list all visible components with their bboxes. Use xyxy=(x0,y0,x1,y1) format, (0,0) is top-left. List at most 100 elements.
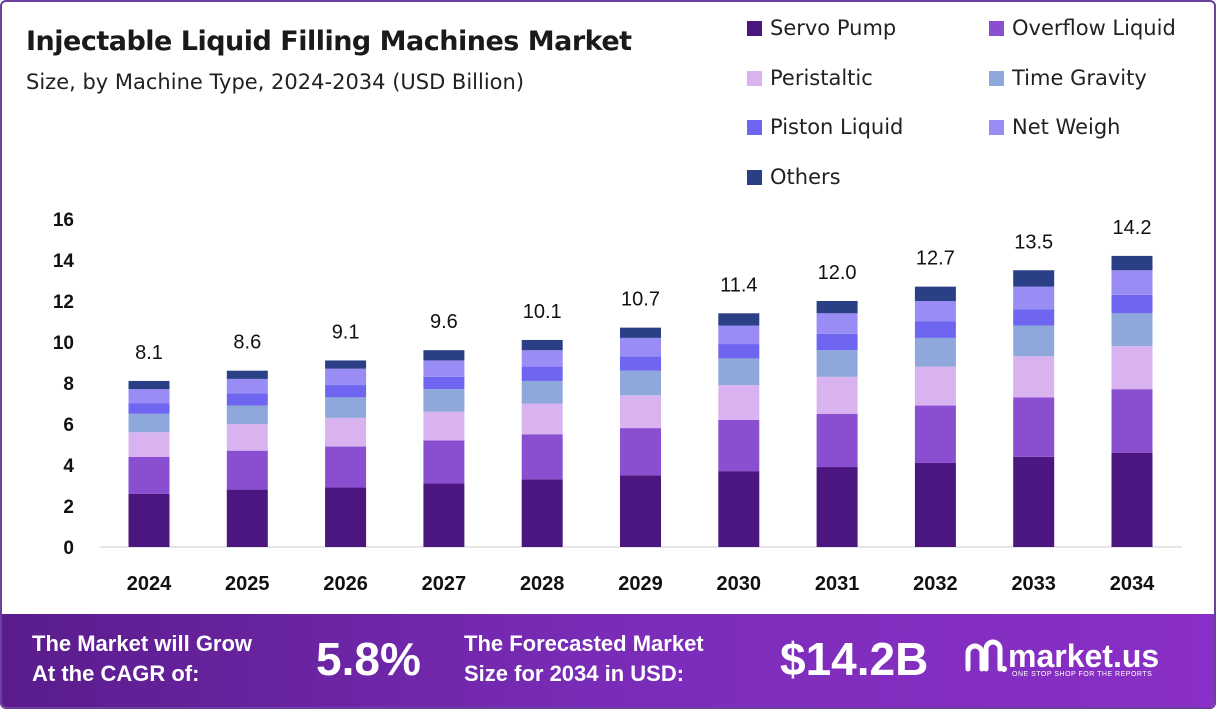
legend-label: Overflow Liquid xyxy=(1012,16,1176,40)
bar-segment xyxy=(718,419,760,472)
bar-segment xyxy=(718,358,760,386)
bar-segment xyxy=(1111,313,1153,347)
y-tick-label: 12 xyxy=(53,292,74,313)
x-tick-label: 2024 xyxy=(127,573,172,595)
y-tick-label: 14 xyxy=(53,251,75,272)
bar-segment xyxy=(423,411,465,441)
bar-segment xyxy=(423,376,465,390)
bar-segment xyxy=(718,325,760,345)
legend-label: Peristaltic xyxy=(770,66,873,90)
market-us-logo-icon xyxy=(965,639,1007,672)
bar-segment xyxy=(521,339,563,351)
bar-total-label: 10.1 xyxy=(523,301,562,323)
bar-segment xyxy=(718,344,760,359)
bar-segment xyxy=(128,456,170,494)
legend-item: Overflow Liquid xyxy=(989,16,1176,40)
bar-segment xyxy=(1013,456,1055,547)
logo-tagline: ONE STOP SHOP FOR THE REPORTS xyxy=(1012,671,1153,678)
x-tick-label: 2027 xyxy=(422,573,467,595)
bar-segment xyxy=(128,432,170,457)
y-tick-label: 8 xyxy=(63,374,74,395)
bar-segment xyxy=(620,475,661,547)
bar-segment xyxy=(816,350,858,377)
bar-segment xyxy=(620,395,661,429)
bar-segment xyxy=(423,483,465,547)
bar-segment xyxy=(325,487,367,547)
bar-segment xyxy=(521,380,563,404)
forecast-caption-line-2: Size for 2034 in USD: xyxy=(464,661,685,686)
bar-segment xyxy=(620,370,661,396)
bar-segment xyxy=(128,493,170,547)
legend-label: Servo Pump xyxy=(770,16,897,40)
y-tick-label: 16 xyxy=(53,210,74,231)
y-tick-label: 10 xyxy=(53,333,74,354)
legend-item: Net Weigh xyxy=(989,115,1120,139)
bar-segment xyxy=(816,413,858,468)
bar-segment xyxy=(816,313,858,334)
bar-total-label: 9.6 xyxy=(430,311,458,333)
bar-total-label: 9.1 xyxy=(332,321,360,343)
bar-segment xyxy=(1111,452,1153,547)
cagr-caption-line-2: At the CAGR of: xyxy=(32,661,200,686)
x-tick-label: 2034 xyxy=(1110,573,1155,595)
legend-swatch xyxy=(989,20,1004,36)
bar-total-label: 12.7 xyxy=(916,248,955,270)
bar-segment xyxy=(1111,346,1153,390)
cagr-caption-line-1: The Market will Grow xyxy=(32,631,253,656)
x-tick-label: 2025 xyxy=(225,573,270,595)
bar-segment xyxy=(128,389,170,404)
bar-segment xyxy=(1111,294,1153,314)
bar-segment xyxy=(914,321,956,338)
bar-segment xyxy=(914,462,956,547)
bar-segment xyxy=(1013,325,1055,357)
bar-segment xyxy=(226,370,268,379)
bar-segment xyxy=(816,301,858,314)
chart-subtitle: Size, by Machine Type, 2024-2034 (USD Bi… xyxy=(26,70,525,94)
chart-title: Injectable Liquid Filling Machines Marke… xyxy=(26,26,632,57)
bar-segment xyxy=(1111,255,1153,271)
forecast-value: $14.2B xyxy=(780,633,929,685)
x-tick-label: 2033 xyxy=(1011,573,1056,595)
legend-item: Servo Pump xyxy=(747,16,896,40)
bar-segment xyxy=(816,333,858,351)
legend-swatch xyxy=(747,119,762,135)
bar-segment xyxy=(325,397,367,418)
bar-segment xyxy=(620,327,661,338)
bar-segment xyxy=(1013,397,1055,457)
bar-segment xyxy=(423,389,465,412)
bar-segment xyxy=(521,366,563,381)
bar-segment xyxy=(325,368,367,386)
bar-total-label: 13.5 xyxy=(1014,231,1053,253)
bar-segment xyxy=(718,385,760,420)
bar-total-label: 12.0 xyxy=(818,262,857,284)
forecast-caption: The Forecasted Market Size for 2034 in U… xyxy=(464,629,704,689)
bar-segment xyxy=(914,301,956,322)
bar-segment xyxy=(914,286,956,301)
y-tick-label: 6 xyxy=(63,415,74,436)
bar-segment xyxy=(226,405,268,424)
bar-total-label: 14.2 xyxy=(1113,217,1152,239)
footer-banner: The Market will Grow At the CAGR of: 5.8… xyxy=(2,614,1214,707)
bar-total-label: 8.1 xyxy=(135,342,163,364)
bar-segment xyxy=(816,376,858,414)
bar-segment xyxy=(914,366,956,406)
market-us-logo: market.us xyxy=(964,638,1159,675)
bar-segment xyxy=(128,413,170,433)
bar-segment xyxy=(1013,309,1055,326)
legend-label: Time Gravity xyxy=(1012,66,1147,90)
bar-segment xyxy=(1013,356,1055,398)
y-tick-label: 0 xyxy=(63,538,74,559)
x-tick-label: 2031 xyxy=(815,573,860,595)
bar-segment xyxy=(325,385,367,398)
bar-segment xyxy=(816,467,858,547)
bar-segment xyxy=(226,378,268,394)
bar-segment xyxy=(226,393,268,406)
legend-item: Time Gravity xyxy=(989,66,1147,90)
cagr-caption: The Market will Grow At the CAGR of: xyxy=(32,629,252,689)
bar-segment xyxy=(226,450,268,490)
legend-item: Piston Liquid xyxy=(747,115,903,139)
bar-total-label: 11.4 xyxy=(720,274,757,296)
legend-swatch xyxy=(989,70,1004,86)
bar-segment xyxy=(1013,270,1055,287)
